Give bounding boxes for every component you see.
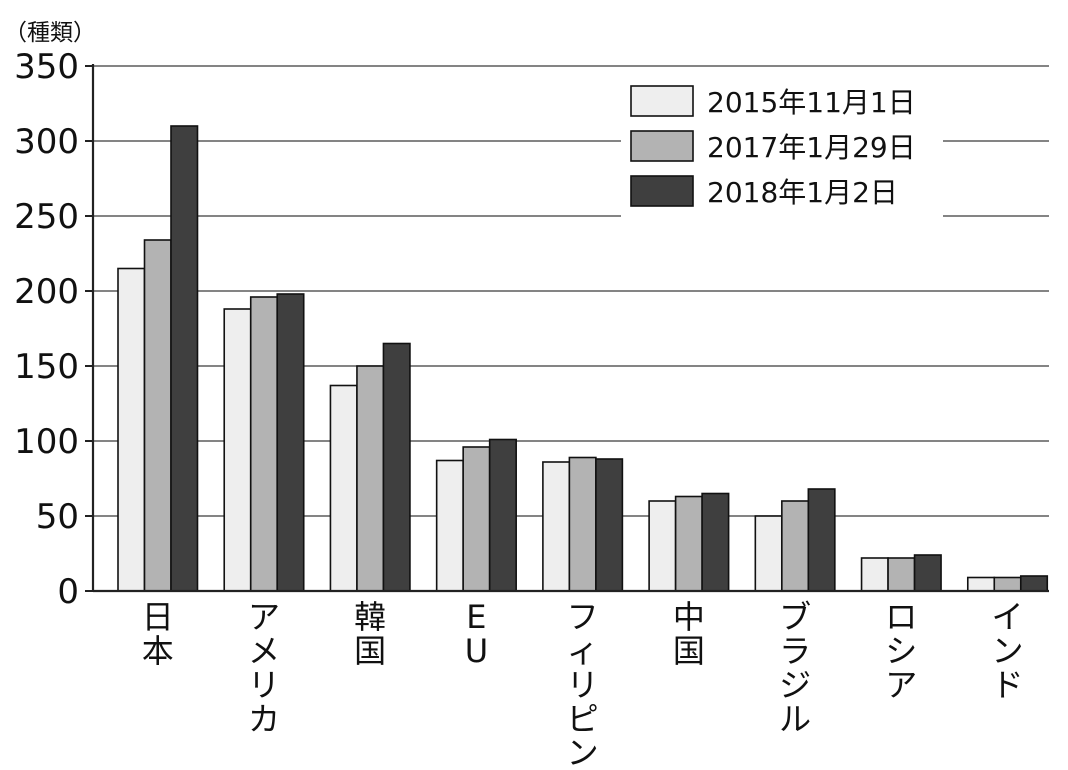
y-tick-label: 250 [14,197,79,237]
axes [85,64,1049,593]
legend-swatch [630,175,694,207]
legend-swatch [630,130,694,162]
x-category-label: 韓国 [354,598,386,670]
bar [701,492,730,592]
y-tick-label: 200 [14,272,79,312]
legend-swatch [630,85,694,117]
bar [648,500,677,592]
x-category-label: ロシア [885,598,917,704]
y-axis-label: （種類） [4,20,96,46]
x-category-label: フィリピン [567,598,599,766]
bar [568,456,597,592]
bar [913,554,942,592]
x-category-label: 中国 [673,598,705,670]
bar [595,458,624,592]
bar [382,342,411,592]
legend-label: 2015年11月1日 [707,86,916,119]
y-tick-labels: 0 50 100 150 200 250 300 350 [14,47,79,612]
bar [488,438,517,592]
x-category-label: 日本 [142,598,174,670]
x-category-label: アメリカ [248,598,280,738]
bar [276,293,305,592]
legend-label: 2018年1月2日 [707,176,898,209]
bar [117,267,146,592]
legend: 2015年11月1日 2017年1月29日 2018年1月2日 [621,76,943,217]
bar [993,576,1022,592]
bar [807,488,836,592]
y-tick-label: 100 [14,422,79,462]
y-tick-label: 350 [14,47,79,87]
bar [1019,575,1049,592]
bar [887,557,916,592]
bar [462,446,491,592]
x-category-labels: 日本 アメリカ 韓国 E U フィリピン 中国 ブラジル ロシア インド [142,598,1024,770]
x-category-label: ブラジル [779,598,811,738]
y-tick-label: 50 [36,497,79,537]
bar [781,500,810,592]
bar [860,557,889,592]
y-tick-label: 150 [14,347,79,387]
bar [223,308,252,592]
bar [966,576,996,592]
y-tick-label: 300 [14,122,79,162]
bar [674,495,703,592]
legend-label: 2017年1月29日 [707,131,916,164]
bar [356,365,385,592]
bar [249,296,279,592]
bar [329,384,358,592]
y-tick-label: 0 [57,572,79,612]
bars [117,125,1049,592]
bar [170,125,199,592]
bar [435,459,464,592]
x-category-label: インド [992,598,1024,704]
bar [754,515,783,592]
bar [542,461,571,592]
bar [143,239,172,592]
